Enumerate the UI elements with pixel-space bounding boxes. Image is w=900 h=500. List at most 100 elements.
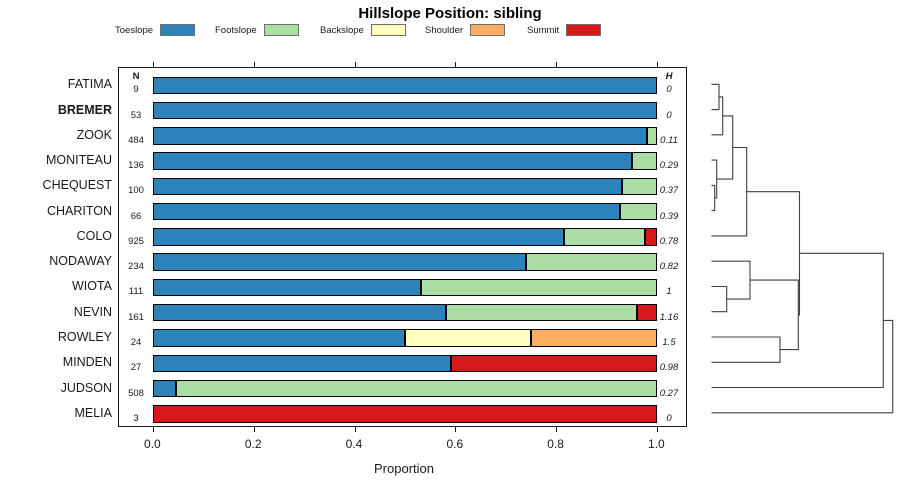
y-axis-label: MELIA xyxy=(74,405,112,420)
bar-segment-toeslope xyxy=(153,177,623,196)
legend-swatch xyxy=(470,24,506,36)
bar-segment-toeslope xyxy=(153,379,177,398)
bar-segment-toeslope xyxy=(153,76,658,95)
n-value: 234 xyxy=(128,261,144,273)
n-value: 66 xyxy=(130,210,142,222)
stacked-bar xyxy=(153,202,658,221)
stacked-bar xyxy=(153,127,658,145)
n-value: 484 xyxy=(128,134,144,146)
n-value: 136 xyxy=(128,160,144,172)
n-value: 100 xyxy=(128,185,144,197)
x-tick-label: 1.0 xyxy=(648,437,665,451)
stacked-bar xyxy=(153,354,658,373)
axis-tick xyxy=(556,427,558,432)
n-value: 508 xyxy=(128,387,144,399)
stacked-bar xyxy=(153,253,658,271)
x-axis-title: Proportion xyxy=(374,461,434,476)
bar-segment-toeslope xyxy=(153,127,648,145)
h-value: 1.5 xyxy=(662,337,676,348)
n-value: 24 xyxy=(130,337,142,348)
bar-segment-summit xyxy=(450,354,658,373)
axis-tick xyxy=(253,427,255,432)
n-value: 111 xyxy=(128,286,144,298)
legend-label: Shoulder xyxy=(425,24,464,36)
h-value: 0.37 xyxy=(659,185,679,197)
axis-tick xyxy=(253,62,255,67)
bar-segment-footslope xyxy=(445,303,638,322)
bar-segment-toeslope xyxy=(153,253,527,271)
axis-tick xyxy=(152,427,154,432)
y-axis-label: BREMER xyxy=(57,102,112,117)
y-axis-label: ZOOK xyxy=(76,127,112,142)
h-value: 0.39 xyxy=(659,210,679,222)
bar-segment-summit xyxy=(153,405,658,423)
stacked-bar xyxy=(153,228,658,246)
bar-segment-footslope xyxy=(622,177,658,196)
legend-item-shoulder: Shoulder xyxy=(425,23,506,37)
stacked-bar xyxy=(153,76,658,95)
n-value: 925 xyxy=(128,235,144,247)
stacked-bar xyxy=(153,152,658,170)
bar-segment-footslope xyxy=(647,127,658,145)
y-axis-label: MONITEAU xyxy=(46,153,112,168)
axis-tick xyxy=(354,62,356,67)
axis-tick xyxy=(656,62,658,67)
bar-segment-summit xyxy=(644,228,658,246)
h-value: 0.11 xyxy=(660,134,678,146)
legend-swatch xyxy=(263,24,299,36)
y-axis-label: CHEQUEST xyxy=(42,178,112,193)
legend-label: Summit xyxy=(527,24,560,36)
h-value: 1 xyxy=(666,286,672,298)
legend-item-backslope: Backslope xyxy=(320,23,406,37)
y-axis-label: MINDEN xyxy=(62,355,112,370)
bar-segment-toeslope xyxy=(153,354,451,373)
h-value: 0.29 xyxy=(659,160,679,172)
y-axis-label: COLO xyxy=(76,228,112,243)
stacked-bar xyxy=(153,303,658,322)
y-axis-label: ROWLEY xyxy=(57,330,112,344)
legend-item-footslope: Footslope xyxy=(215,23,299,37)
h-value: 0 xyxy=(666,109,672,121)
n-column-header: N xyxy=(132,71,140,82)
chart-title: Hillslope Position: sibling xyxy=(358,5,542,22)
legend-item-toeslope: Toeslope xyxy=(115,23,196,37)
stacked-bar xyxy=(153,278,658,297)
dendrogram xyxy=(711,83,894,414)
y-axis-label: NODAWAY xyxy=(49,254,112,269)
y-axis-label: JUDSON xyxy=(60,380,112,395)
n-value: 53 xyxy=(130,109,142,121)
stacked-bar xyxy=(153,177,658,196)
axis-tick xyxy=(354,427,356,432)
axis-tick xyxy=(455,62,457,67)
h-column-header: H xyxy=(665,71,673,82)
y-axis-label: WIOTA xyxy=(71,279,112,294)
x-tick-label: 0.8 xyxy=(547,437,564,451)
h-value: 0.27 xyxy=(659,387,679,399)
bar-segment-toeslope xyxy=(153,329,406,347)
h-value: 0 xyxy=(666,84,672,96)
bar-segment-footslope xyxy=(176,379,658,398)
y-axis-label: FATIMA xyxy=(67,77,112,92)
n-value: 3 xyxy=(133,412,139,424)
axis-tick xyxy=(455,427,457,432)
x-tick-label: 0.2 xyxy=(244,437,262,451)
axis-tick xyxy=(656,427,658,432)
stacked-bar xyxy=(153,329,658,347)
bar-segment-toeslope xyxy=(153,202,620,221)
bar-segment-footslope xyxy=(420,278,658,297)
h-value: 0 xyxy=(666,412,672,424)
bar-segment-toeslope xyxy=(153,303,446,322)
h-value: 0.78 xyxy=(659,235,679,247)
bar-segment-footslope xyxy=(632,152,658,170)
n-value: 9 xyxy=(133,84,139,96)
h-value: 0.98 xyxy=(659,362,679,374)
plot-area: N H 9 0 53 0 484 0.11 136 0.29 100 0.37 66 0.39 925 0… xyxy=(118,62,687,432)
bar-segment-toeslope xyxy=(153,228,565,246)
legend-label: Footslope xyxy=(215,24,257,36)
y-axis-label: CHARITON xyxy=(46,203,112,218)
bar-segment-toeslope xyxy=(153,101,658,120)
stacked-bar xyxy=(153,101,658,120)
bar-segment-footslope xyxy=(526,253,658,271)
legend-label: Toeslope xyxy=(115,24,154,36)
